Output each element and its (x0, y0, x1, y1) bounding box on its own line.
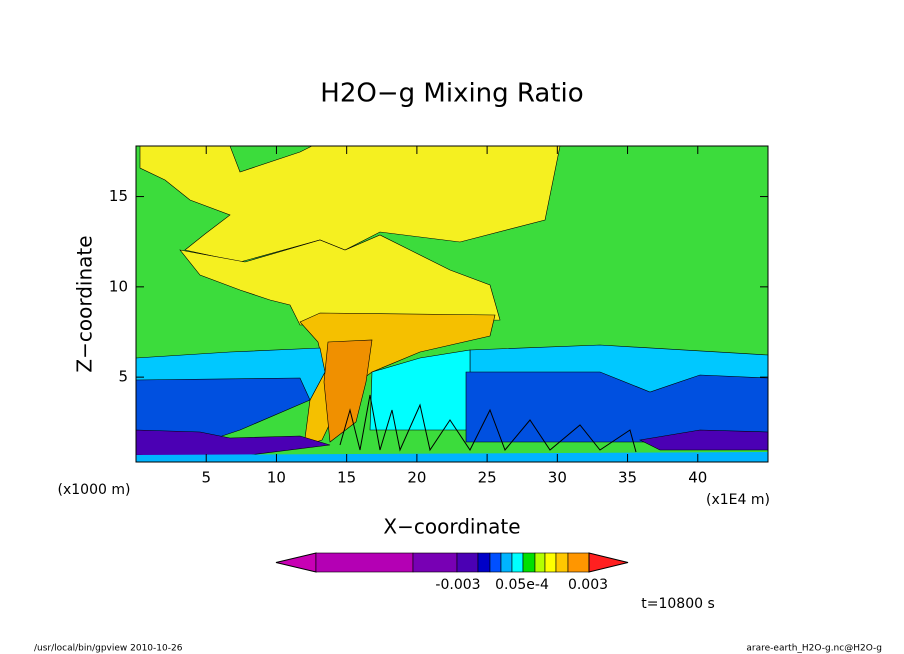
colorbar-segment (500, 552, 513, 573)
x-tick-label: 25 (478, 469, 497, 487)
colorbar-segment (567, 552, 590, 573)
contour-field (135, 145, 769, 462)
x-unit-label: (x1000 m) (58, 482, 131, 498)
x-tick-label: 40 (688, 469, 707, 487)
time-label: t=10800 s (641, 596, 715, 612)
y-tick-label: 5 (118, 368, 128, 386)
colorbar-label: 0.003 (568, 577, 608, 593)
x-tick-label: 30 (548, 469, 567, 487)
colorbar-segment (477, 552, 491, 573)
colorbar-segment (522, 552, 536, 573)
footer-right: arare-earth_H2O-g.nc@H2O-g (746, 644, 882, 654)
colorbar-segment (456, 552, 479, 573)
colorbar-segment (511, 552, 524, 573)
colorbar-segment (544, 552, 557, 573)
contour-fill (179, 234, 501, 326)
contour-fill (323, 339, 373, 443)
colorbar-segment (412, 552, 458, 573)
y-tick-label: 15 (109, 187, 128, 205)
x-unit-label: (x1E4 m) (706, 492, 770, 508)
x-axis-label: X−coordinate (383, 515, 520, 539)
y-axis-label: Z−coordinate (73, 235, 97, 372)
x-tick-label: 10 (267, 469, 286, 487)
footer-left: /usr/local/bin/gpview 2010-10-26 (34, 644, 183, 654)
colorbar-end (275, 552, 317, 573)
colorbar-segment (489, 552, 502, 573)
contour-fill (136, 452, 768, 462)
contour-line (339, 394, 637, 453)
colorbar-segment (534, 552, 546, 573)
colorbar-label: 0.05e-4 (495, 577, 549, 593)
x-tick-label: 15 (337, 469, 356, 487)
x-tick-label: 20 (407, 469, 426, 487)
colorbar-label: -0.003 (435, 577, 480, 593)
colorbar-segment (315, 552, 414, 573)
x-tick-label: 5 (201, 469, 211, 487)
colorbar-segment (555, 552, 569, 573)
y-tick-label: 10 (109, 277, 128, 295)
contour-fill (465, 371, 769, 443)
x-tick-label: 35 (618, 469, 637, 487)
plot-frame (135, 145, 769, 463)
colorbar-end (588, 552, 629, 573)
chart-title: H2O−g Mixing Ratio (320, 79, 583, 109)
